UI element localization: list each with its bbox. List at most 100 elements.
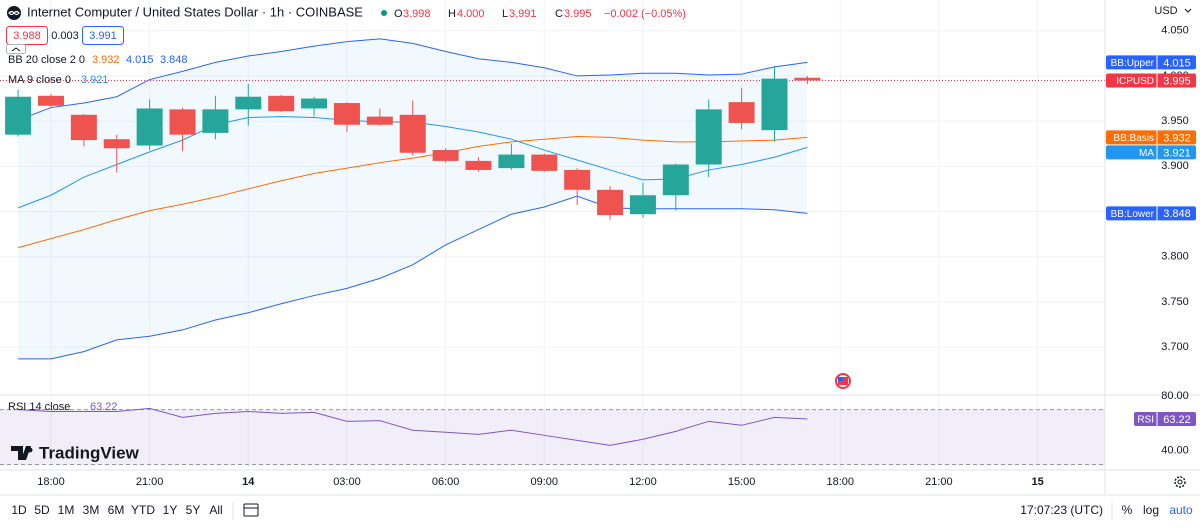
- x-tick-label: 15:00: [728, 476, 756, 488]
- candle-body: [235, 96, 262, 110]
- auto-toggle[interactable]: auto: [1169, 503, 1193, 517]
- brand-name[interactable]: TradingView: [39, 443, 140, 462]
- indicator-line: [17, 38, 808, 121]
- brand-logo-dot: [27, 447, 33, 453]
- collapse-button[interactable]: [6, 44, 26, 54]
- currency-unit[interactable]: USD: [1154, 5, 1177, 17]
- price-badge-name: BB:Upper: [1111, 58, 1155, 69]
- candle-body: [202, 109, 229, 133]
- rsi-band: [0, 409, 1105, 465]
- price-badge-value: 63.22: [1163, 414, 1191, 426]
- x-tick-label: 12:00: [629, 476, 657, 488]
- log-toggle[interactable]: log: [1143, 503, 1159, 517]
- price-badge-value: 3.995: [1163, 75, 1191, 87]
- bb-upper-value: 4.015: [126, 54, 154, 66]
- x-tick-label: 18:00: [826, 476, 854, 488]
- indicator-line: [17, 135, 808, 249]
- candle-body: [169, 109, 196, 135]
- clock[interactable]: 17:07:23 (UTC): [1020, 503, 1103, 517]
- ohlc-value: 4.000: [457, 8, 485, 20]
- price-badge-value: 3.848: [1163, 208, 1191, 220]
- candle-body: [268, 95, 295, 112]
- ohlc-value: 3.991: [509, 8, 537, 20]
- price-badge: [1134, 411, 1196, 426]
- rsi-legend[interactable]: RSI 14 close: [8, 401, 70, 413]
- range-button[interactable]: 5D: [34, 503, 50, 517]
- collapse-icon: [11, 47, 21, 52]
- candle-body: [399, 114, 426, 153]
- candle-body: [301, 98, 328, 109]
- price-badge-name: MA: [1139, 148, 1154, 159]
- ma-legend[interactable]: MA 9 close 0: [8, 74, 71, 86]
- candle-body: [629, 195, 656, 215]
- ohlc-key: C: [555, 8, 563, 20]
- ohlc-key: H: [448, 8, 456, 20]
- sell-price: 3.988: [13, 30, 41, 42]
- candle-body: [597, 189, 624, 216]
- event-flag-canton: [838, 377, 843, 381]
- symbol-title[interactable]: Internet Computer / United States Dollar…: [27, 4, 363, 19]
- brand-logo: [11, 446, 31, 460]
- x-tick-label: 06:00: [432, 476, 460, 488]
- bb-legend[interactable]: BB 20 close 2 0: [8, 54, 85, 66]
- ohlc-key: L: [502, 8, 508, 20]
- range-button[interactable]: 1M: [58, 503, 75, 517]
- price-badge-value: 3.921: [1163, 147, 1191, 159]
- rsi-line: [18, 407, 808, 446]
- y-tick-label: 4.050: [1161, 25, 1189, 37]
- candle-body: [70, 114, 97, 141]
- candle-body: [333, 103, 360, 125]
- price-badge-value: 4.015: [1163, 57, 1191, 69]
- candle-body: [37, 95, 64, 106]
- candle-body: [794, 77, 821, 81]
- ohlc-key: O: [394, 8, 403, 20]
- date-range-icon[interactable]: [243, 503, 259, 517]
- ohlc-value: 3.995: [564, 8, 592, 20]
- range-button[interactable]: 6M: [108, 503, 125, 517]
- y-tick-label: 3.900: [1161, 160, 1189, 172]
- price-badge-name: BB:Basis: [1113, 133, 1154, 144]
- price-badge-name: RSI: [1137, 415, 1154, 426]
- currency-chevron: [1184, 8, 1192, 13]
- market-status[interactable]: [381, 10, 387, 16]
- y-tick-label: 40.00: [1161, 445, 1189, 457]
- candle-body: [728, 102, 755, 123]
- price-badge: [1106, 73, 1196, 88]
- x-tick-label: 03:00: [333, 476, 361, 488]
- grid-layer: [0, 0, 1105, 470]
- range-button[interactable]: 1D: [11, 503, 27, 517]
- price-badge-value: 3.932: [1163, 132, 1191, 144]
- candle-body: [564, 169, 591, 190]
- settings-icon[interactable]: [1174, 476, 1186, 488]
- range-button[interactable]: YTD: [131, 503, 155, 517]
- symbol-logo-mark: [8, 10, 20, 16]
- buy-box[interactable]: [82, 26, 124, 45]
- plot-layer: [0, 38, 1105, 446]
- rsi-value: 63.22: [90, 401, 118, 413]
- x-tick-label: 18:00: [37, 476, 65, 488]
- percent-toggle[interactable]: %: [1122, 503, 1133, 517]
- bb-basis-value: 3.932: [92, 54, 120, 66]
- candle-body: [465, 160, 492, 170]
- candle-body: [432, 150, 459, 161]
- price-badge: [1106, 130, 1196, 145]
- x-tick-label: 14: [242, 476, 255, 488]
- candle-body: [498, 154, 525, 169]
- price-badge: [1106, 55, 1196, 70]
- candle-body: [695, 109, 722, 165]
- settings-icon-center: [1177, 479, 1183, 485]
- price-badge: [1106, 145, 1196, 160]
- range-button[interactable]: All: [209, 503, 222, 517]
- range-button[interactable]: 5Y: [186, 503, 201, 517]
- candle-body: [662, 164, 689, 196]
- x-tick-label: 21:00: [136, 476, 164, 488]
- range-button[interactable]: 1Y: [163, 503, 178, 517]
- candle-body: [761, 78, 788, 131]
- price-badge-name: ICPUSD: [1116, 76, 1154, 87]
- candle-body: [136, 108, 163, 146]
- range-button[interactable]: 3M: [83, 503, 100, 517]
- sell-box[interactable]: [6, 26, 48, 45]
- candle-body: [5, 96, 32, 135]
- x-tick-label: 15: [1031, 476, 1043, 488]
